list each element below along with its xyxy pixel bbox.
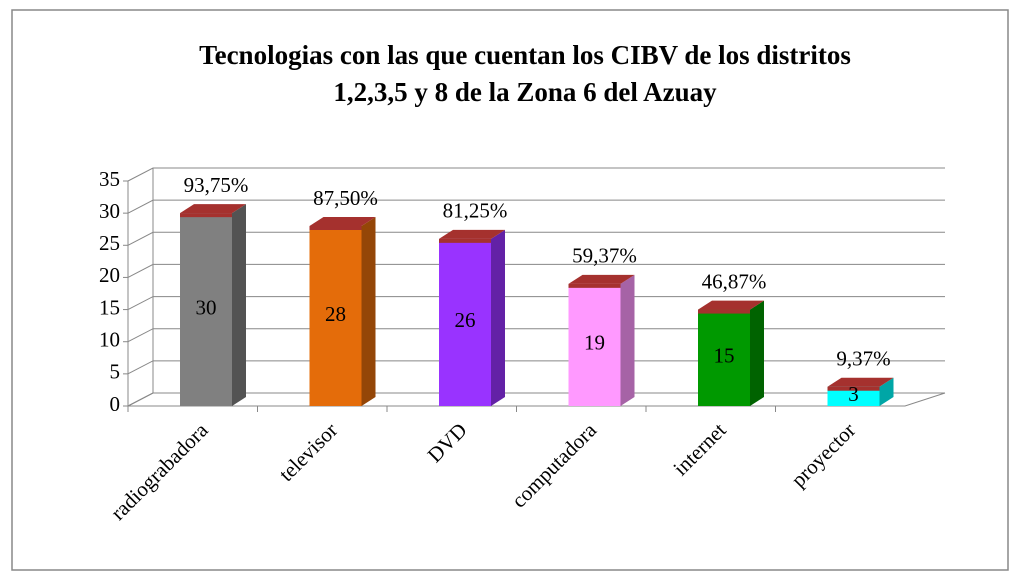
value-label: 30 (196, 295, 217, 319)
bar-top (568, 274, 635, 284)
percent-label: 46,87% (702, 269, 767, 293)
value-label: 26 (455, 308, 476, 332)
bar (439, 238, 491, 406)
bar (180, 213, 232, 406)
bar-cap (439, 238, 491, 243)
bar (309, 226, 362, 406)
y-tick-label: 10 (99, 328, 120, 352)
grid-line (127, 392, 945, 407)
bar-side (361, 217, 376, 406)
grid-line (127, 328, 945, 343)
bar (568, 283, 621, 406)
grid-line (127, 231, 945, 246)
bar-side (491, 229, 505, 406)
bar-cap (180, 213, 232, 218)
y-tick-label: 20 (99, 263, 120, 287)
percent-label: 93,75% (184, 173, 249, 197)
percent-label: 59,37% (572, 244, 637, 268)
grid-line (127, 263, 945, 278)
bar-side (879, 377, 894, 406)
value-label: 3 (848, 382, 859, 406)
bar-top (827, 377, 894, 387)
bar-cap (309, 226, 362, 230)
grid-line (127, 296, 945, 311)
bar-cap (698, 309, 750, 314)
bar-top (180, 204, 246, 214)
value-label: 19 (584, 331, 605, 355)
bar-side (620, 274, 635, 406)
grid-line (127, 199, 945, 214)
bar-top (439, 229, 505, 239)
bar-top (309, 217, 376, 226)
bar-side (232, 204, 246, 406)
percent-label: 9,37% (836, 347, 890, 371)
bar-cap (827, 386, 880, 391)
y-tick-label: 15 (99, 295, 120, 319)
grid-line (127, 167, 945, 182)
chart-frame (11, 9, 1009, 571)
bar-side (750, 300, 764, 406)
value-label: 15 (714, 344, 735, 368)
bar (827, 386, 880, 406)
percent-label: 81,25% (443, 199, 508, 223)
percent-label: 87,50% (313, 186, 378, 210)
y-tick-label: 35 (99, 167, 120, 191)
y-tick-label: 0 (110, 392, 121, 416)
chart-title: Tecnologias con las que cuentan los CIBV… (199, 40, 851, 70)
bar-top (698, 300, 764, 310)
y-tick-label: 25 (99, 231, 120, 255)
bar (698, 309, 750, 406)
y-tick-label: 5 (110, 360, 121, 384)
value-label: 28 (325, 302, 346, 326)
y-tick-label: 30 (99, 199, 120, 223)
chart-subtitle: 1,2,3,5 y 8 de la Zona 6 del Azuay (333, 77, 717, 107)
bar-cap (568, 283, 621, 288)
grid-line (127, 360, 945, 375)
